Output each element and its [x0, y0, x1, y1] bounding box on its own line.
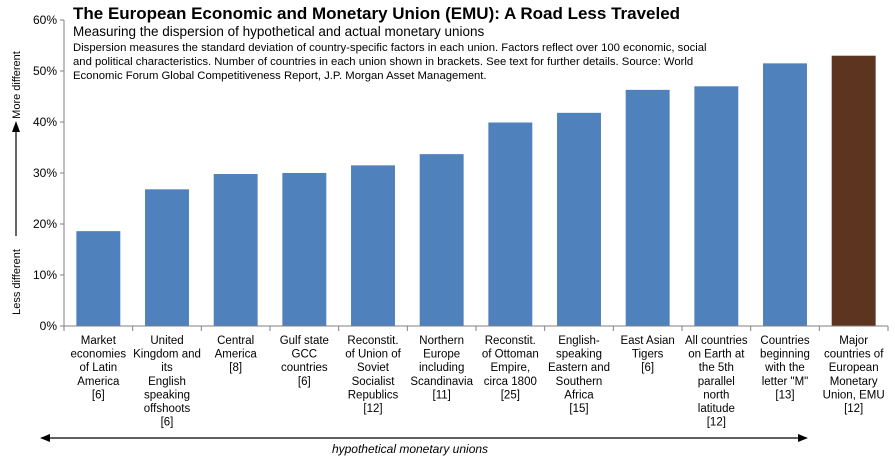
bar — [557, 112, 601, 326]
y-tick-label: 20% — [33, 217, 57, 231]
x-category-label: Central America [8] — [215, 335, 258, 374]
x-category-label: All countries on Earth at the 5th parallel n… — [685, 335, 748, 429]
x-category-label: Countries beginning with the letter "M" [13] — [760, 335, 810, 401]
bar — [76, 231, 121, 326]
bar — [282, 173, 327, 326]
right-arrowhead — [798, 434, 808, 442]
y-tick-label: 50% — [33, 64, 57, 78]
x-category-label: United Kingdom and its English speaking offsh… — [133, 335, 201, 429]
chart-subtitle: Measuring the dispersion of hypothetical… — [73, 24, 485, 39]
x-category-label: Market economies of Latin America [6] — [71, 335, 127, 401]
left-arrowhead — [40, 434, 50, 442]
x-axis-caption: hypothetical monetary unions — [331, 442, 489, 456]
bar — [213, 174, 258, 326]
bar — [763, 63, 807, 326]
chart-title: The European Economic and Monetary Union… — [73, 4, 681, 23]
bar — [419, 154, 464, 326]
y-tick-label: 30% — [33, 166, 57, 180]
x-category-label: Gulf state GCC countries [6] — [280, 335, 329, 388]
y-tick-label: 10% — [33, 268, 57, 282]
x-category-label: Northern Europe including Scandinavia [11] — [410, 335, 473, 401]
bar — [625, 89, 670, 327]
x-category-label: Major countries of European Monetary Union, … — [823, 335, 885, 415]
chart-note: Dispersion measures the standard deviati… — [73, 42, 707, 82]
y-tick-label: 60% — [33, 13, 57, 27]
bar — [351, 165, 395, 326]
x-category-label: Reconstit. of Union of Soviet Socialist Repu… — [345, 335, 401, 415]
x-category-label: English-speaking Eastern and Southern Afric… — [548, 335, 610, 415]
y-tick-label: 40% — [33, 115, 57, 129]
y-axis-bottom-label: Less different — [11, 249, 23, 315]
bar — [831, 55, 876, 326]
y-tick-label: 0% — [40, 319, 58, 333]
bar — [694, 86, 739, 326]
y-direction-arrowhead — [12, 121, 20, 132]
x-category-label: Reconstit. of Ottoman Empire, circa 1800 [25… — [482, 335, 539, 401]
x-category-label: East Asian Tigers [6] — [620, 335, 674, 374]
bar — [145, 189, 189, 326]
y-axis-top-label: More different — [11, 51, 23, 119]
bar — [488, 122, 533, 326]
